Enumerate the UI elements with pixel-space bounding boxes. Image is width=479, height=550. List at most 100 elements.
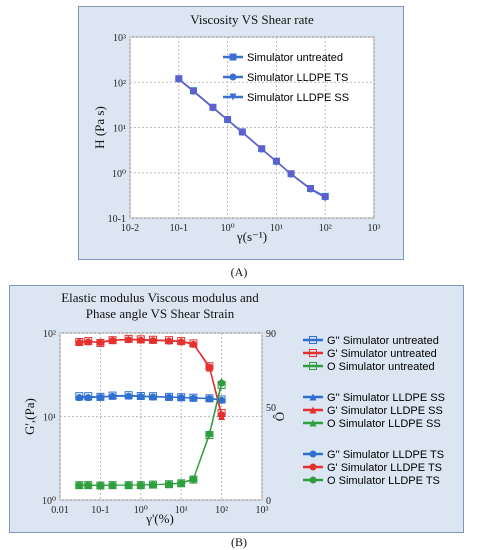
legend-label-a: Simulator LLDPE TS bbox=[247, 72, 348, 84]
legend-marker-a bbox=[229, 53, 237, 61]
legend-label-b: O Simulator LLDPE TS bbox=[327, 475, 440, 487]
data-point-b bbox=[125, 336, 133, 344]
data-point-a bbox=[272, 158, 280, 166]
legend-label-b: G' Simulator LLDPE TS bbox=[327, 462, 442, 474]
data-point-b bbox=[75, 481, 83, 489]
y-tick-label-a: 10¹ bbox=[113, 124, 126, 135]
data-point-b bbox=[165, 393, 173, 401]
x-tick-label-b: 10¹ bbox=[175, 505, 188, 516]
data-point-b bbox=[84, 481, 92, 489]
legend-label-b: O Simulator LLDPE SS bbox=[327, 418, 441, 430]
data-point-b bbox=[75, 394, 83, 402]
chart-b-ylabel: G',(Pa) bbox=[22, 398, 37, 435]
chart-a-ylabel: Η (Pa s) bbox=[92, 106, 107, 149]
data-point-a bbox=[307, 185, 315, 193]
chart-a-xlabel: γ(s⁻¹) bbox=[236, 229, 267, 244]
data-point-b bbox=[205, 430, 213, 438]
data-point-b bbox=[125, 481, 133, 489]
x-tick-label-a: 10-2 bbox=[121, 223, 139, 234]
legend-marker-a bbox=[229, 73, 237, 81]
data-point-a bbox=[175, 76, 183, 84]
data-point-a bbox=[287, 170, 295, 178]
data-point-b bbox=[149, 393, 157, 401]
data-point-b bbox=[165, 337, 173, 345]
chart-b-xlabel: γ'(%) bbox=[145, 511, 174, 526]
caption-b: (B) bbox=[231, 535, 247, 549]
x-tick-label-a: 10² bbox=[319, 223, 332, 234]
y-tick-label-a: 10² bbox=[113, 78, 126, 89]
data-point-b bbox=[84, 394, 92, 402]
data-point-b bbox=[177, 394, 185, 402]
data-point-b bbox=[218, 379, 226, 387]
legend-label-b: G' Simulator LLDPE SS bbox=[327, 405, 443, 417]
x-tick-label-a: 10³ bbox=[368, 223, 381, 234]
legend-marker-b bbox=[309, 336, 317, 344]
data-point-b bbox=[75, 338, 83, 346]
data-point-b bbox=[205, 395, 213, 403]
y-tick-label-b: 10² bbox=[43, 329, 56, 340]
data-point-b bbox=[149, 337, 157, 345]
legend-marker-a bbox=[229, 93, 237, 101]
data-point-b bbox=[109, 481, 117, 489]
data-point-a bbox=[238, 129, 246, 137]
data-point-b bbox=[218, 396, 226, 404]
legend-marker-b bbox=[309, 349, 317, 357]
data-point-b bbox=[218, 411, 226, 419]
data-point-a bbox=[258, 145, 266, 153]
legend-label-a: Simulator untreated bbox=[247, 52, 343, 64]
data-point-b bbox=[177, 338, 185, 346]
data-point-b bbox=[205, 363, 213, 371]
data-point-b bbox=[137, 393, 145, 401]
y-tick-label-b: 10⁰ bbox=[42, 496, 56, 507]
x-tick-label-b: 10-1 bbox=[91, 505, 109, 516]
chart-b-title-line2: Phase angle VS Shear Strain bbox=[86, 306, 235, 321]
legend-label-b: G'' Simulator LLDPE TS bbox=[327, 449, 444, 461]
data-point-a bbox=[321, 194, 329, 202]
data-point-a bbox=[189, 88, 197, 96]
data-point-b bbox=[189, 475, 197, 483]
data-point-b bbox=[149, 481, 157, 489]
x-tick-label-b: 0.01 bbox=[51, 505, 69, 516]
legend-marker-b bbox=[309, 406, 317, 414]
data-point-b bbox=[137, 481, 145, 489]
x-tick-label-b: 10² bbox=[215, 505, 228, 516]
y-tick-label-a: 10-1 bbox=[108, 214, 126, 225]
y2-tick-label-b: 0 bbox=[266, 496, 271, 507]
series-line-a bbox=[178, 79, 326, 199]
chart-b-title-line1: Elastic modulus Viscous modulus and bbox=[61, 290, 259, 305]
legend-marker-b bbox=[309, 450, 317, 458]
x-tick-label-b: 10⁰ bbox=[134, 505, 148, 516]
data-point-b bbox=[125, 392, 133, 400]
y-tick-label-a: 10³ bbox=[113, 33, 126, 44]
legend-marker-b bbox=[309, 393, 317, 401]
data-point-b bbox=[177, 479, 185, 487]
y-tick-label-b: 10¹ bbox=[43, 413, 56, 424]
data-point-b bbox=[96, 481, 104, 489]
caption-a: (A) bbox=[230, 265, 248, 279]
data-point-b bbox=[137, 336, 145, 344]
legend-label-b: G' Simulator untreated bbox=[327, 348, 437, 360]
y2-tick-label-b: 90 bbox=[266, 329, 276, 340]
y2-tick-label-b: 50 bbox=[266, 403, 276, 414]
x-tick-label-a: 10¹ bbox=[270, 223, 283, 234]
data-point-b bbox=[189, 394, 197, 402]
legend-label-b: G'' Simulator untreated bbox=[327, 335, 439, 347]
data-point-b bbox=[189, 340, 197, 348]
legend-marker-b bbox=[309, 419, 317, 427]
legend-marker-b bbox=[309, 362, 317, 370]
chart-b-y2label: Ô bbox=[272, 412, 287, 421]
x-tick-label-a: 10⁰ bbox=[221, 223, 235, 234]
legend-label-a: Simulator LLDPE SS bbox=[247, 92, 349, 104]
x-tick-label-b: 10³ bbox=[256, 505, 269, 516]
y-tick-label-a: 10⁰ bbox=[112, 169, 126, 180]
data-point-a bbox=[209, 104, 217, 112]
legend-marker-b bbox=[309, 463, 317, 471]
data-point-a bbox=[224, 116, 232, 124]
x-tick-label-a: 10-1 bbox=[170, 223, 188, 234]
data-point-b bbox=[96, 393, 104, 401]
data-point-b bbox=[109, 337, 117, 345]
data-point-b bbox=[96, 338, 104, 346]
legend-label-b: G'' Simulator LLDPE SS bbox=[327, 392, 445, 404]
chart-a-title: Viscosity VS Shear rate bbox=[190, 12, 314, 27]
